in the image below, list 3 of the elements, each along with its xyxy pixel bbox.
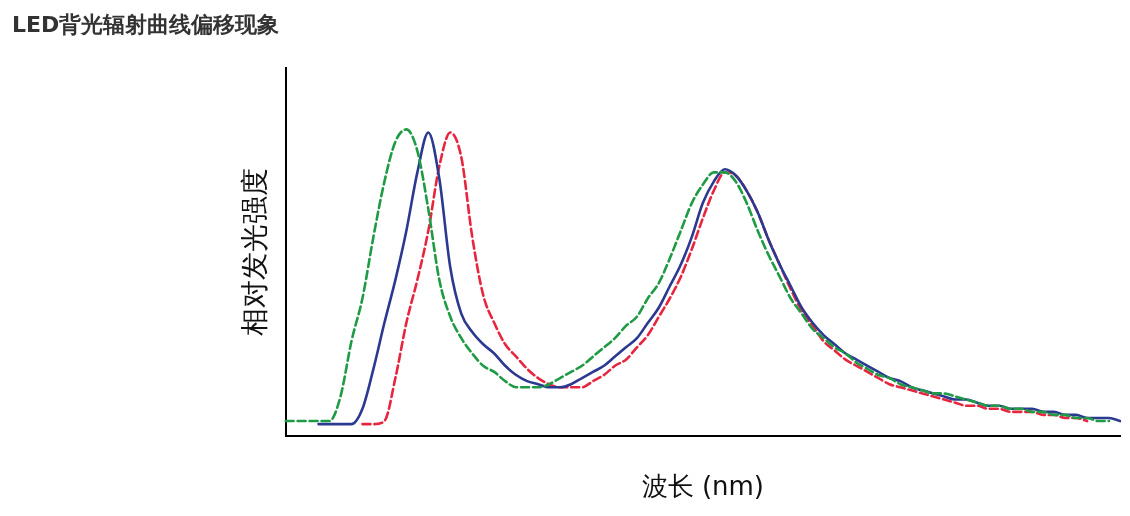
x-axis-title: 波长 (nm) [641, 471, 764, 502]
y-axis-title: 相对发光强度 [238, 168, 272, 337]
chart-title: LED背光辐射曲线偏移现象 [12, 11, 280, 39]
